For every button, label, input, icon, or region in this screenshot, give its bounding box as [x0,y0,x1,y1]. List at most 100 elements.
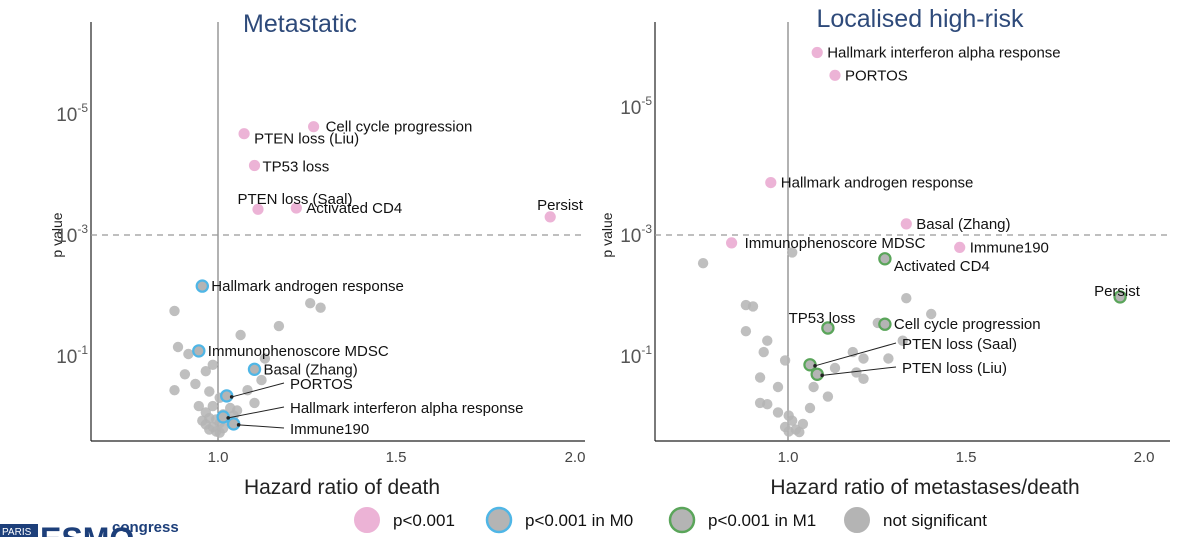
data-point-sig [290,202,302,214]
point-label: Hallmark interferon alpha response [290,400,523,417]
point-label: Activated CD4 [306,200,402,217]
data-point-not-significant [858,353,869,364]
data-point-sig [308,121,320,133]
data-point-sig [954,241,966,253]
label-leader-arrowhead [813,364,817,368]
legend-swatch [354,507,380,533]
point-label: PORTOS [845,67,908,84]
y-tick-label: 10-3 [56,222,88,247]
data-point-not-significant [190,378,201,390]
data-point-not-significant [204,386,215,397]
y-axis-label: p value [49,212,65,257]
data-point-sig [544,211,556,223]
data-point-sig [811,46,823,59]
legend-swatch [844,507,870,533]
x-tick-label: 1.5 [956,449,977,466]
point-label: Hallmark androgen response [781,175,974,192]
data-point-not-significant [207,359,218,370]
data-point-sig [248,159,261,172]
x-axis-title: Hazard ratio of metastases/death [770,476,1079,499]
label-leader-arrowhead [236,423,241,427]
data-point-not-significant [822,391,834,402]
legend-label: p<0.001 in M0 [525,511,633,530]
data-point-not-significant [315,302,326,313]
data-point-m1 [821,321,835,335]
point-label: Cell cycle progression [326,119,473,136]
data-point-not-significant [883,353,894,364]
label-leader-line [822,366,897,376]
point-label: Immunophenoscore MDSC [208,343,389,360]
data-point-sig [829,69,841,81]
data-point-not-significant [783,426,794,437]
label-leader-line [238,424,285,429]
logo-city-band [0,524,38,537]
point-label: Hallmark interferon alpha response [827,45,1060,62]
data-point-m0 [195,279,209,293]
point-label: TP53 loss [789,310,856,327]
data-point-not-significant [214,427,225,438]
legend-swatch [485,506,513,534]
data-point-sig [726,237,738,249]
legend-item-m0: p<0.001 in M0 [485,506,633,534]
point-label: PTEN loss (Saal) [902,336,1017,353]
y-axis-label: p value [599,212,615,257]
point-label: Immunophenoscore MDSC [745,235,926,252]
data-point-not-significant [926,308,937,320]
data-point-not-significant [762,399,773,410]
data-point-not-significant [249,397,260,409]
y-tick-label: 10-1 [56,343,88,368]
point-label: PTEN loss (Saal) [237,191,352,208]
points-group-localised: Hallmark interferon alpha response PORTOS… [697,45,1141,438]
data-point-m1 [1113,290,1127,304]
point-label: Cell cycle progression [894,316,1041,333]
label-leader-line [228,406,285,419]
data-point-not-significant [787,415,798,426]
data-point-sig [252,203,264,215]
data-point-not-significant [797,418,809,430]
esmo-congress-logo: PARIS ESMO congress [0,519,179,537]
point-label: Basal (Zhang) [916,216,1010,233]
data-point-not-significant [172,341,184,353]
legend: p<0.001 p<0.001 in M0 p<0.001 in M1 not … [354,506,987,534]
legend-label: p<0.001 [393,511,455,530]
data-point-not-significant [179,369,191,380]
point-label: PTEN loss (Liu) [254,131,359,148]
x-tick-label: 2.0 [1134,449,1155,466]
data-point-not-significant [772,381,784,393]
logo-city-text: PARIS [2,527,32,537]
panel-metastatic: Metastatic p value 10-5 10-3 10-1 1.0 1.… [49,10,585,499]
data-point-sig [238,128,250,140]
data-point-not-significant [851,367,862,378]
data-point-not-significant [829,362,841,374]
point-label: Immune190 [290,421,369,438]
data-point-not-significant [200,366,211,377]
data-point-not-significant [772,407,784,418]
x-tick-label: 1.5 [386,449,407,466]
data-point-not-significant [193,400,204,412]
point-label: Basal (Zhang) [264,361,358,378]
label-leader-arrowhead [229,395,234,399]
point-label: PTEN loss (Liu) [902,360,1007,377]
legend-swatch [668,506,696,534]
data-point-m1 [878,317,892,331]
data-point-not-significant [242,385,253,396]
y-tick-label: 10-5 [620,94,652,119]
data-point-m1 [878,252,892,266]
point-label: Persist [1094,283,1141,300]
label-leader-arrowhead [226,416,230,420]
data-point-sig [900,218,912,230]
legend-item-sig: p<0.001 [354,507,455,533]
panel-title-metastatic: Metastatic [243,10,357,38]
legend-label: p<0.001 in M1 [708,511,816,530]
panel-title-localised: Localised high-risk [816,5,1024,33]
x-tick-label: 2.0 [565,449,586,466]
y-tick-label: 10-5 [56,101,88,126]
x-axis-title: Hazard ratio of death [244,476,440,499]
data-point-sig [765,177,777,189]
data-point-not-significant [259,353,271,364]
data-point-not-significant [256,374,267,386]
data-point-not-significant [273,320,285,332]
data-point-not-significant [235,329,246,341]
y-tick-label: 10-3 [620,222,652,247]
